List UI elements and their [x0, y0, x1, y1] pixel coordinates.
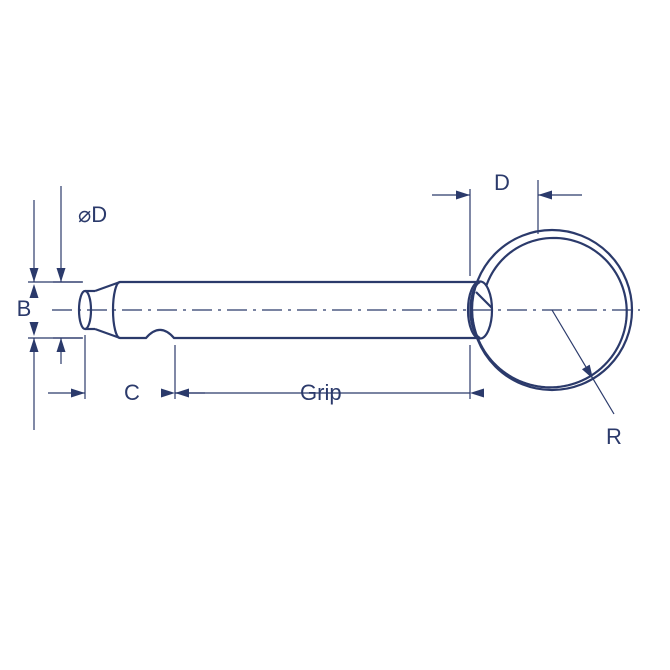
svg-text:D: D	[494, 170, 510, 195]
svg-text:Grip: Grip	[300, 380, 342, 405]
svg-text:B: B	[17, 296, 32, 321]
svg-text:R: R	[606, 424, 622, 449]
svg-text:C: C	[124, 380, 140, 405]
svg-text:⌀D: ⌀D	[78, 202, 107, 227]
